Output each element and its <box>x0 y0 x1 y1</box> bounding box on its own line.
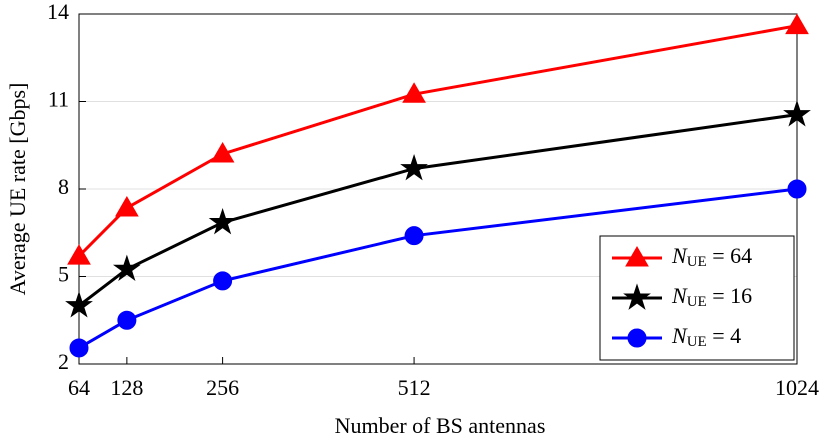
marker <box>210 142 235 163</box>
x-tick-label: 512 <box>398 375 431 400</box>
marker <box>787 179 807 199</box>
marker <box>117 310 137 330</box>
marker <box>65 291 93 318</box>
legend-label: NUE = 16 <box>671 283 752 310</box>
x-axis-label: Number of BS antennas <box>335 413 546 438</box>
marker <box>627 328 647 348</box>
y-tick-label: 5 <box>58 262 69 287</box>
marker <box>67 244 91 265</box>
marker <box>400 153 428 181</box>
y-tick-label: 11 <box>48 87 69 112</box>
marker <box>404 226 424 246</box>
x-tick-label: 128 <box>110 375 143 400</box>
x-tick-label: 64 <box>68 375 90 400</box>
y-axis-label: Average UE rate [Gbps] <box>5 83 30 296</box>
x-tick-label: 1024 <box>775 375 819 400</box>
marker <box>114 195 139 217</box>
y-tick-label: 2 <box>58 349 69 374</box>
marker <box>402 82 426 103</box>
x-tick-label: 256 <box>206 375 239 400</box>
marker <box>783 100 811 127</box>
marker <box>112 254 141 282</box>
marker <box>213 271 233 291</box>
legend-label: NUE = 64 <box>671 243 752 270</box>
marker <box>208 207 237 235</box>
legend-label: NUE = 4 <box>671 323 741 350</box>
series-line <box>77 24 798 258</box>
y-tick-label: 14 <box>47 0 69 24</box>
marker <box>625 246 649 267</box>
marker <box>623 283 651 310</box>
y-tick-label: 8 <box>58 174 69 199</box>
marker <box>69 338 89 358</box>
marker <box>785 13 809 35</box>
